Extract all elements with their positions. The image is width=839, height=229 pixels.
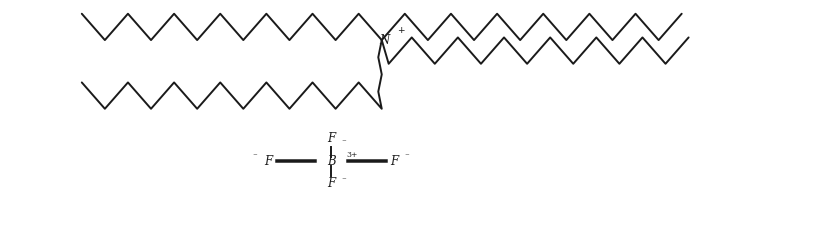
Text: F: F [327,177,336,191]
Text: N: N [379,34,389,46]
Text: F: F [264,155,273,168]
Text: F: F [390,155,399,168]
Text: +: + [397,26,404,35]
Text: 3+: 3+ [347,151,358,158]
Text: ⁻: ⁻ [341,176,347,185]
Text: B: B [327,155,336,168]
Text: ⁻: ⁻ [252,152,257,161]
Text: F: F [327,132,336,145]
Text: ⁻: ⁻ [404,152,409,161]
Text: ⁻: ⁻ [341,138,347,147]
